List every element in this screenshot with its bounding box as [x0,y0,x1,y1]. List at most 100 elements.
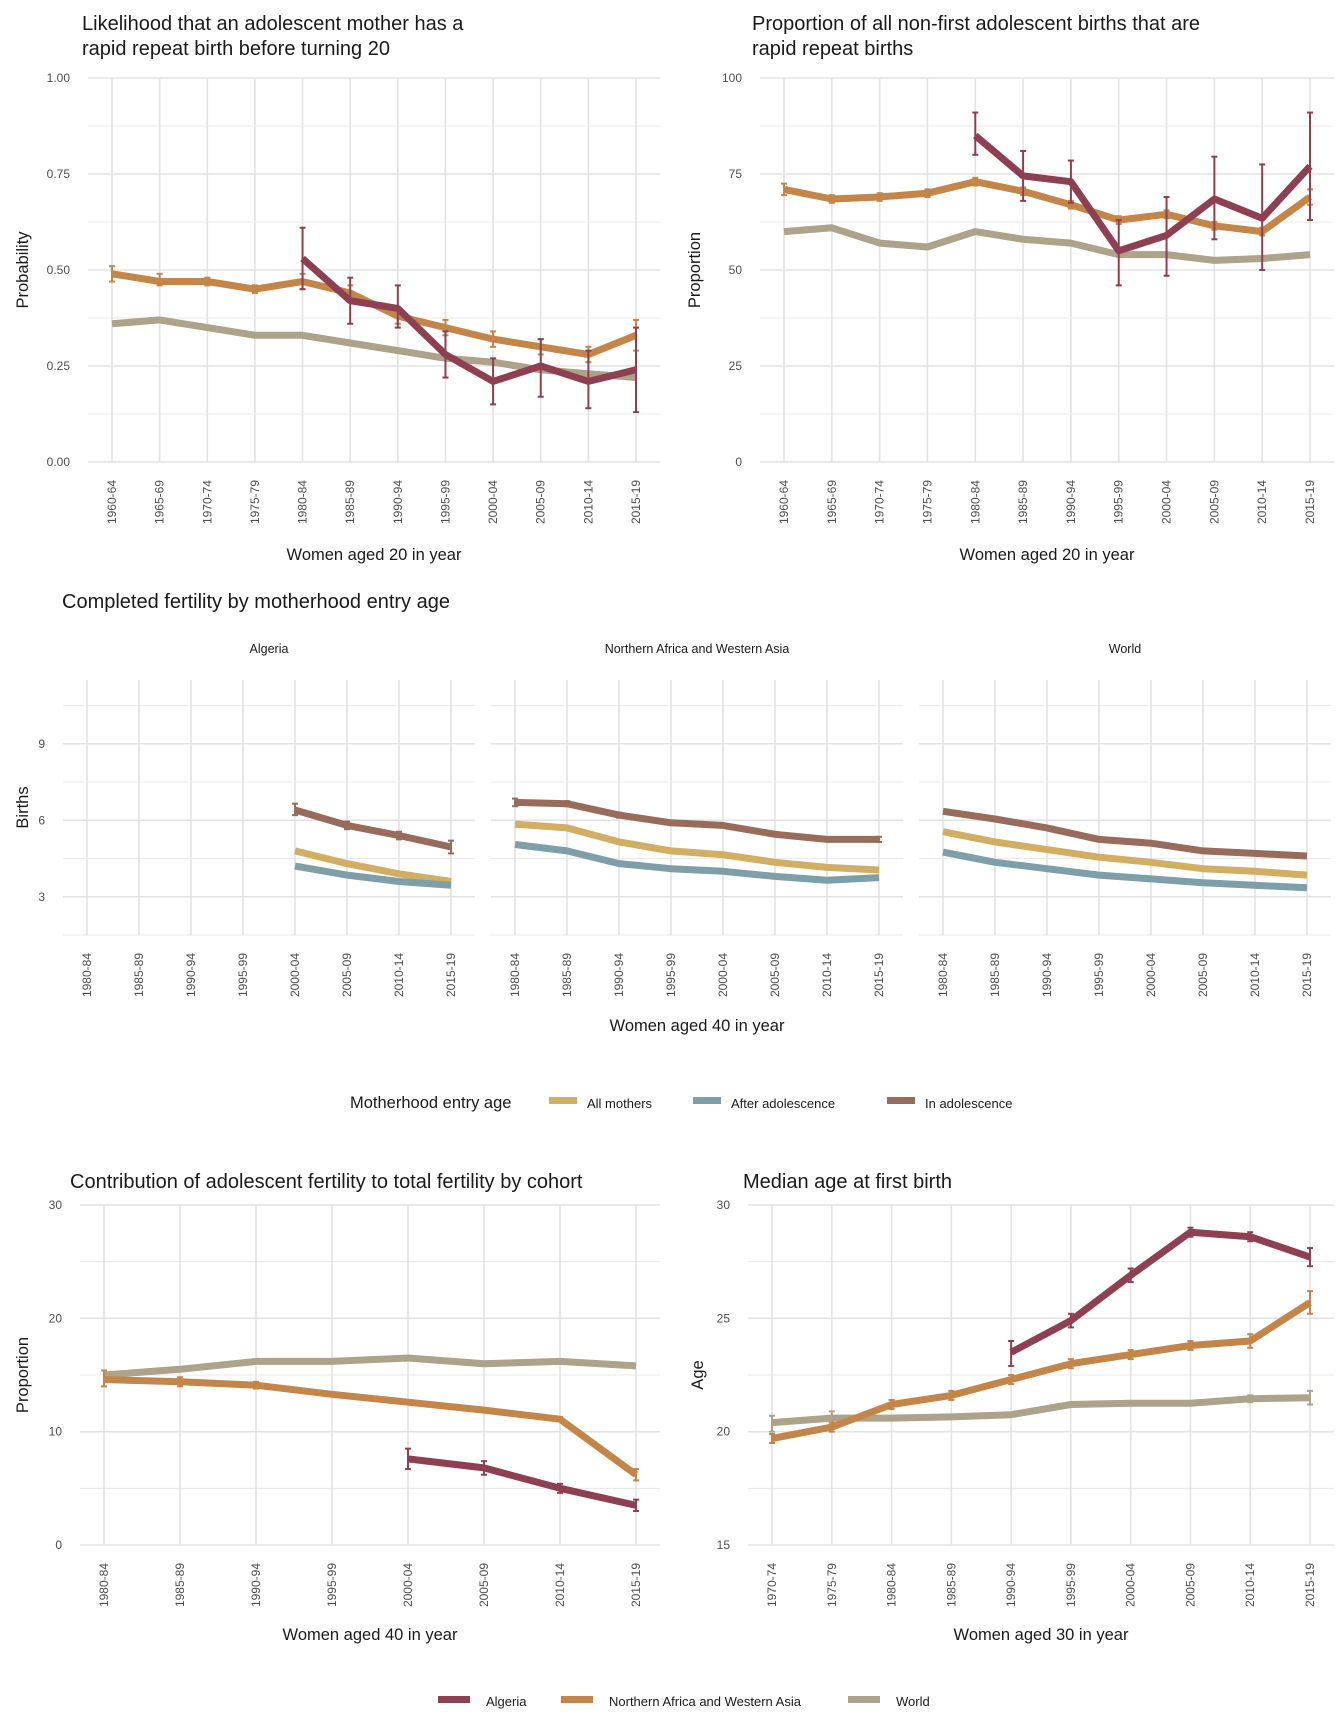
x-tick-label: 1975-79 [920,480,934,524]
y-tick-label: 15 [717,1538,731,1552]
x-tick-label: 2005-09 [340,953,354,997]
x-tick-label: 1960-64 [105,480,119,524]
series-line-all-mothers [942,828,1308,879]
legend-item-label: All mothers [587,1096,653,1111]
x-tick-label: 1995-99 [325,1563,339,1607]
x-tick-label: 1980-84 [968,480,982,524]
series-line-northern-africa-and-western-asia [783,178,1313,236]
x-tick-label: 2000-04 [1124,1563,1138,1607]
series-line-all-mothers [514,820,880,874]
x-tick-label: 1985-89 [343,480,357,524]
x-tick-label: 1995-99 [664,953,678,997]
y-tick-label: 20 [717,1425,731,1439]
facet-panel-world: 1980-84 1985-89 1990-94 1995-99 2000-04 2005-… [919,680,1331,997]
x-tick-label: 1995-99 [1112,480,1126,524]
x-tick-label: 1990-94 [1004,1563,1018,1607]
y-tick-label: 9 [38,737,45,751]
y-tick-label: 6 [38,813,45,827]
y-tick-label: 100 [722,71,742,85]
x-axis-title: Women aged 20 in year [287,546,462,564]
x-tick-label: 1990-94 [1064,480,1078,524]
x-tick-label: 1980-84 [97,1563,111,1607]
y-axis-title: Probability [14,231,32,309]
x-axis-title: Women aged 40 in year [610,1017,785,1035]
x-tick-label: 1985-89 [132,953,146,997]
y-tick-label: 10 [49,1425,63,1439]
facet-label: World [1109,642,1141,656]
y-tick-label: 25 [717,1311,731,1325]
legend-item-label: In adolescence [925,1096,1012,1111]
x-tick-label: 1985-89 [1016,480,1030,524]
facet-panel-northern-africa-and-western-asia: 1980-84 1985-89 1990-94 1995-99 2000-04 2005-… [491,680,903,997]
x-tick-label: 1975-79 [248,480,262,524]
y-axis-title: Births [14,786,32,828]
x-tick-label: 2010-14 [392,953,406,997]
series-line-after-adolescence [514,841,880,884]
x-tick-label: 1990-94 [391,480,405,524]
x-tick-label: 1995-99 [236,953,250,997]
legend-swatch [693,1097,721,1104]
y-tick-label: 0.50 [47,263,71,277]
x-tick-label: 2015-19 [1300,953,1314,997]
x-tick-label: 2005-09 [768,953,782,997]
y-tick-label: 0.00 [47,455,71,469]
x-tick-label: 2010-14 [1243,1563,1257,1607]
legend-item-label: After adolescence [731,1096,835,1111]
legend-motherhood-entry-age: Motherhood entry age All mothers After ado… [350,1094,1012,1112]
series-line-algeria [973,132,1313,255]
chart-adolescent-contribution: 0 10 20 30 1980-84 1985-89 1990-94 1995-99 2000-… [49,1198,660,1607]
chart-title: Proportion of all non-first adolescent b… [752,13,1200,35]
y-tick-label: 0.25 [47,359,71,373]
y-axis-title: Proportion [14,1337,32,1413]
x-tick-label: 1965-69 [153,480,167,524]
x-tick-label: 1965-69 [825,480,839,524]
legend-swatch [887,1097,915,1104]
x-tick-label: 2015-19 [1303,480,1317,524]
x-tick-label: 1990-94 [184,953,198,997]
series-line-after-adolescence [942,848,1308,892]
x-tick-label: 1990-94 [249,1563,263,1607]
series-line-algeria [300,255,637,385]
x-tick-label: 2010-14 [553,1563,567,1607]
x-tick-label: 1990-94 [612,953,626,997]
x-tick-label: 2015-19 [872,953,886,997]
x-tick-label: 1985-89 [560,953,574,997]
series-line-in-adolescence [294,806,452,851]
chart-title: rapid repeat birth before turning 20 [82,38,390,60]
y-tick-label: 1.00 [47,71,71,85]
x-tick-label: 2010-14 [581,480,595,524]
x-tick-label: 2005-09 [1196,953,1210,997]
x-tick-label: 1985-89 [944,1563,958,1607]
chart-repeat-likelihood: 0.00 0.25 0.50 0.75 1.00 1960-64 1965-69 1970-7… [47,71,660,524]
series-line-world [783,224,1311,264]
chart-repeat-proportion: 0 25 50 75 100 1960-64 1965-69 1970-74 1975-79 19… [722,71,1334,524]
x-axis-title: Women aged 40 in year [283,1626,458,1644]
series-line-in-adolescence [942,807,1308,860]
y-axis-title: Proportion [686,232,704,308]
facet-label: Northern Africa and Western Asia [605,642,790,656]
x-tick-label: 1975-79 [825,1563,839,1607]
x-tick-label: 1970-74 [873,480,887,524]
x-tick-label: 2005-09 [477,1563,491,1607]
x-tick-label: 1995-99 [438,480,452,524]
legend-swatch [438,1696,470,1703]
x-tick-label: 2000-04 [288,953,302,997]
x-tick-label: 1980-84 [885,1563,899,1607]
x-tick-label: 2005-09 [534,480,548,524]
y-tick-label: 25 [729,359,743,373]
x-tick-label: 2000-04 [401,1563,415,1607]
x-tick-label: 1995-99 [1064,1563,1078,1607]
series-line-all-mothers [294,847,452,885]
series-line-northern-africa-and-western-asia [771,1299,1312,1442]
x-tick-label: 1990-94 [1040,953,1054,997]
y-axis-title: Age [689,1360,707,1389]
y-tick-label: 50 [729,263,743,277]
y-tick-label: 30 [49,1198,63,1212]
y-tick-label: 20 [49,1311,63,1325]
x-tick-label: 1995-99 [1092,953,1106,997]
x-axis-title: Women aged 30 in year [954,1626,1129,1644]
chart-title: Completed fertility by motherhood entry … [62,591,450,613]
series-line-world [103,1354,637,1379]
legend-swatch [848,1696,880,1703]
series-line-northern-africa-and-western-asia [103,1376,639,1478]
